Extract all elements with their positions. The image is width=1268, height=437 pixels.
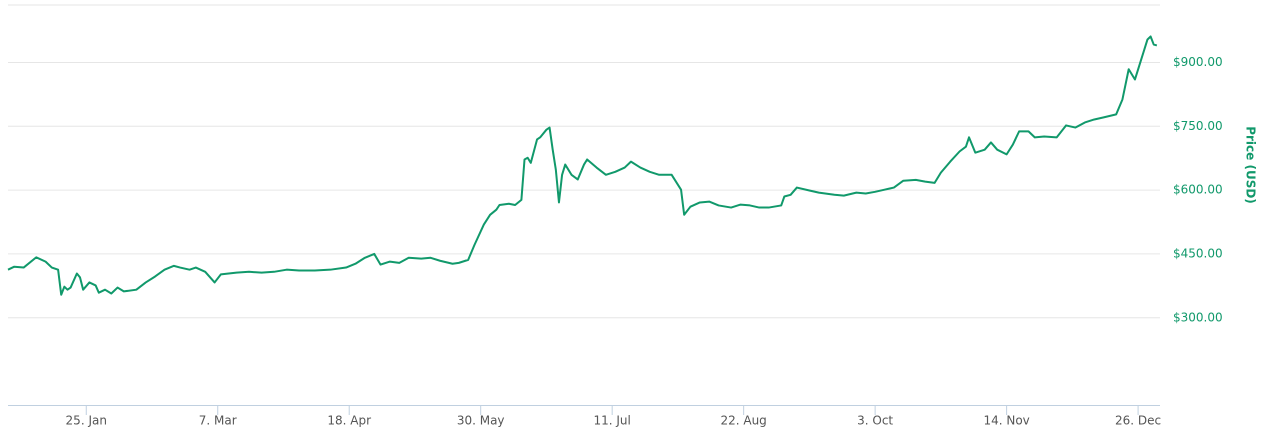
y-tick-label: $750.00 [1173,119,1223,133]
x-tick-label: 11. Jul [593,414,630,428]
x-tick-label: 14. Nov [983,414,1029,428]
y-tick-label: $600.00 [1173,183,1223,197]
x-tick-label: 7. Mar [199,414,237,428]
y-tick-label: $900.00 [1173,55,1223,69]
y-tick-label: $450.00 [1173,246,1223,260]
x-tick-label: 18. Apr [327,414,371,428]
price-line [7,35,1158,296]
x-tick-label: 22. Aug [720,414,766,428]
x-tick-label: 30. May [457,414,505,428]
y-axis-label: Price (USD) [1244,126,1258,204]
x-tick-label: 25. Jan [66,414,107,428]
x-tick-label: 26. Dec [1115,414,1161,428]
x-tick-label: 3. Oct [857,414,893,428]
y-tick-label: $300.00 [1173,310,1223,324]
